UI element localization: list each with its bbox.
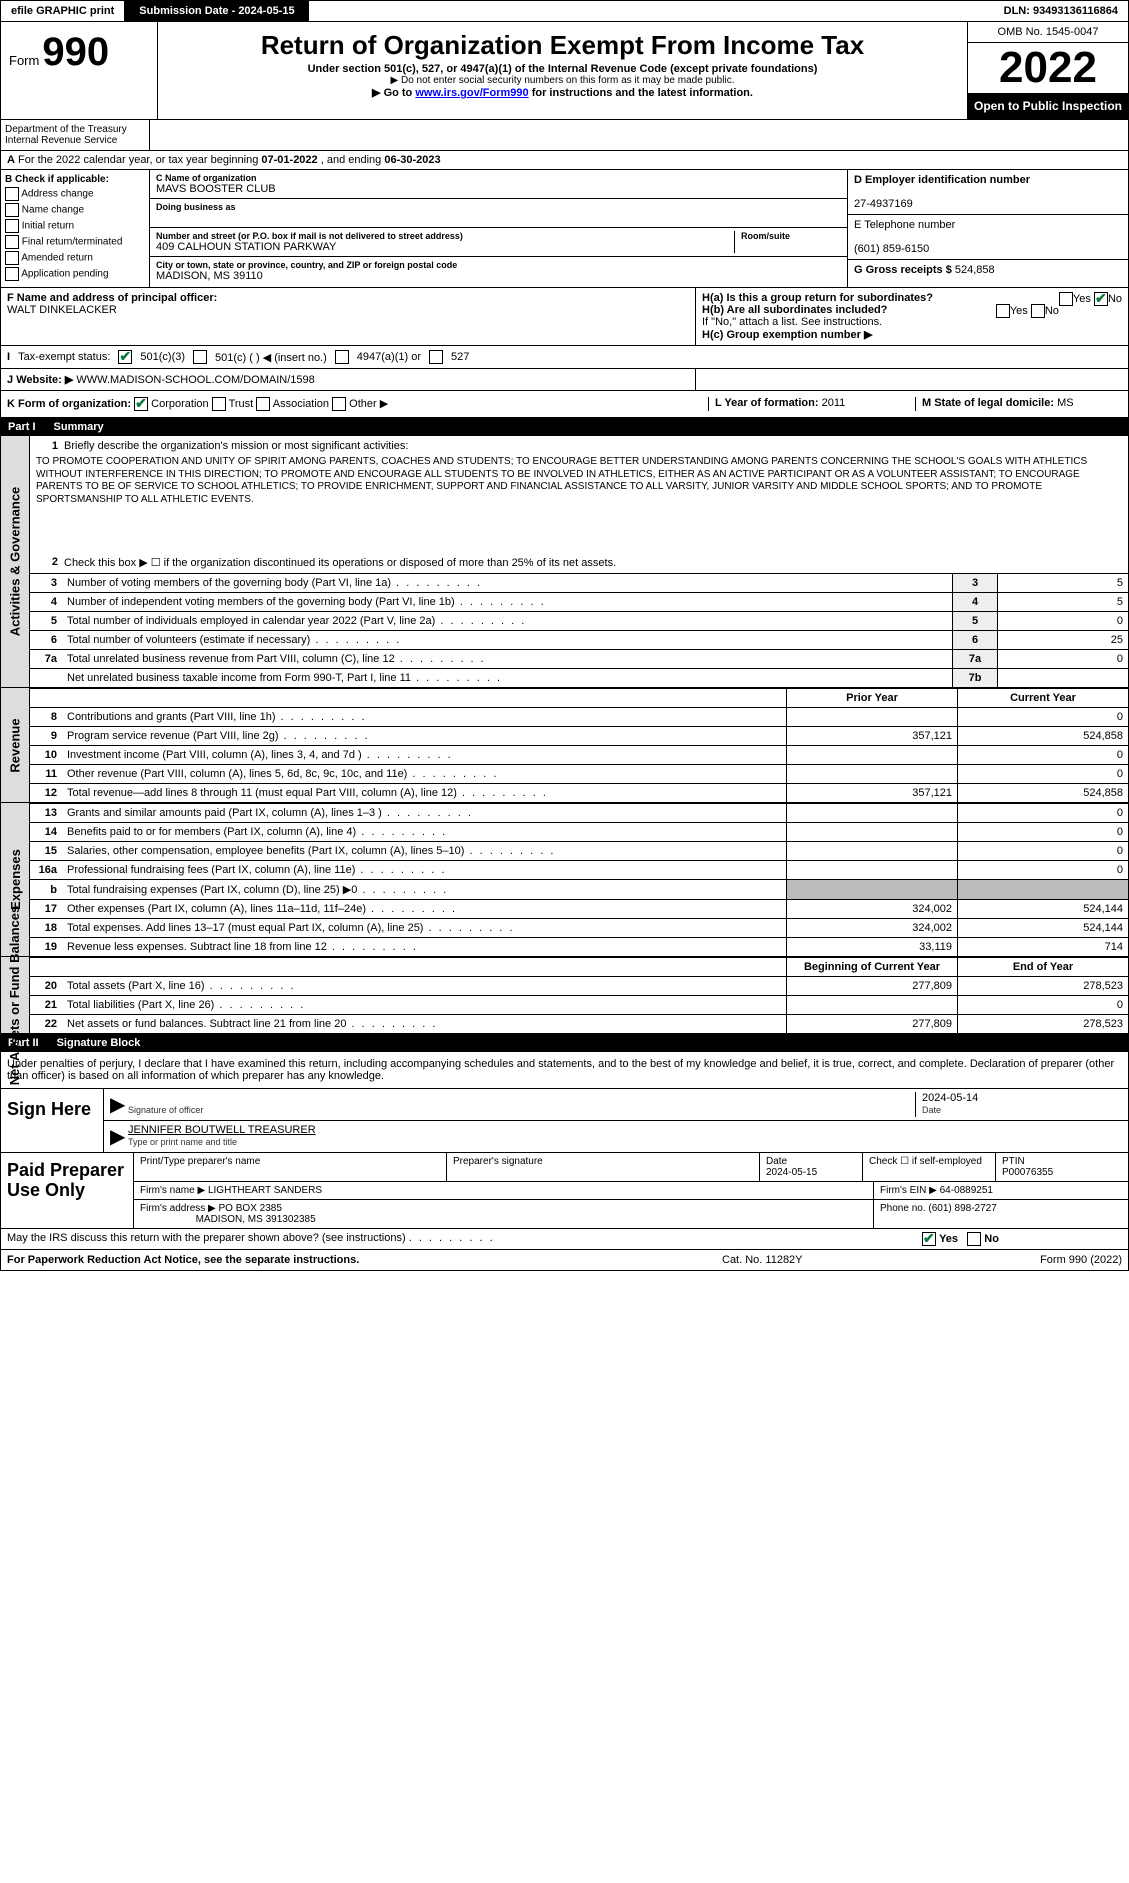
form-prefix: Form bbox=[9, 53, 39, 68]
prep-date: 2024-05-15 bbox=[766, 1167, 817, 1178]
state-domicile: MS bbox=[1057, 397, 1074, 409]
mission-text: TO PROMOTE COOPERATION AND UNITY OF SPIR… bbox=[30, 456, 1128, 512]
efile-label: efile GRAPHIC print bbox=[1, 1, 125, 21]
cat-no: Cat. No. 11282Y bbox=[722, 1254, 922, 1266]
firm-city: MADISON, MS 391302385 bbox=[196, 1214, 316, 1225]
year-formation: 2011 bbox=[822, 397, 846, 409]
tax-year: 2022 bbox=[968, 43, 1128, 93]
firm-phone: (601) 898-2727 bbox=[928, 1203, 996, 1214]
ptin: P00076355 bbox=[1002, 1167, 1053, 1178]
line-a: A For the 2022 calendar year, or tax yea… bbox=[0, 151, 1129, 170]
chk-address[interactable] bbox=[5, 187, 19, 201]
part2-header: Part IISignature Block bbox=[0, 1034, 1129, 1052]
sig-date: 2024-05-14 bbox=[922, 1092, 978, 1104]
part1-header: Part ISummary bbox=[0, 418, 1129, 436]
paperwork-notice: For Paperwork Reduction Act Notice, see … bbox=[7, 1254, 722, 1266]
header: Form 990 Return of Organization Exempt F… bbox=[0, 22, 1129, 120]
org-address: 409 CALHOUN STATION PARKWAY bbox=[156, 241, 734, 253]
subtitle-1: Under section 501(c), 527, or 4947(a)(1)… bbox=[164, 63, 961, 75]
officer-name: WALT DINKELACKER bbox=[7, 304, 117, 316]
side-revenue: Revenue bbox=[1, 688, 30, 802]
sign-here: Sign Here bbox=[1, 1089, 103, 1152]
chk-name[interactable] bbox=[5, 203, 19, 217]
form-number: 990 bbox=[42, 30, 109, 74]
firm-ein: 64-0889251 bbox=[940, 1185, 993, 1196]
chk-group-no[interactable] bbox=[1094, 292, 1108, 306]
col-b-checkboxes: B Check if applicable: Address change Na… bbox=[1, 170, 150, 287]
declaration: Under penalties of perjury, I declare th… bbox=[0, 1052, 1129, 1089]
ein: 27-4937169 bbox=[854, 198, 913, 210]
irs-link[interactable]: www.irs.gov/Form990 bbox=[415, 87, 528, 99]
signer-name: JENNIFER BOUTWELL TREASURER bbox=[128, 1124, 316, 1136]
paid-preparer: Paid Preparer Use Only bbox=[1, 1153, 133, 1228]
chk-corp[interactable] bbox=[134, 397, 148, 411]
submission-date: Submission Date - 2024-05-15 bbox=[125, 1, 308, 21]
website: WWW.MADISON-SCHOOL.COM/DOMAIN/1598 bbox=[76, 374, 314, 386]
org-city: MADISON, MS 39110 bbox=[156, 270, 841, 282]
chk-501c3[interactable] bbox=[118, 350, 132, 364]
open-inspection: Open to Public Inspection bbox=[968, 93, 1128, 119]
form-title: Return of Organization Exempt From Incom… bbox=[164, 30, 961, 61]
chk-initial[interactable] bbox=[5, 219, 19, 233]
phone: (601) 859-6150 bbox=[854, 243, 929, 255]
side-net: Net Assets or Fund Balances bbox=[1, 957, 30, 1033]
chk-pending[interactable] bbox=[5, 267, 19, 281]
subtitle-2: ▶ Do not enter social security numbers o… bbox=[164, 75, 961, 86]
gross-receipts: 524,858 bbox=[955, 264, 995, 276]
chk-final[interactable] bbox=[5, 235, 19, 249]
topbar: efile GRAPHIC print Submission Date - 20… bbox=[0, 0, 1129, 22]
org-name: MAVS BOOSTER CLUB bbox=[156, 183, 841, 195]
dln: DLN: 93493136116864 bbox=[994, 1, 1128, 21]
firm-name: LIGHTHEART SANDERS bbox=[208, 1185, 322, 1196]
omb-number: OMB No. 1545-0047 bbox=[968, 22, 1128, 43]
side-governance: Activities & Governance bbox=[1, 436, 30, 687]
chk-amended[interactable] bbox=[5, 251, 19, 265]
chk-irs-yes[interactable] bbox=[922, 1232, 936, 1246]
form-footer: Form 990 (2022) bbox=[922, 1254, 1122, 1266]
